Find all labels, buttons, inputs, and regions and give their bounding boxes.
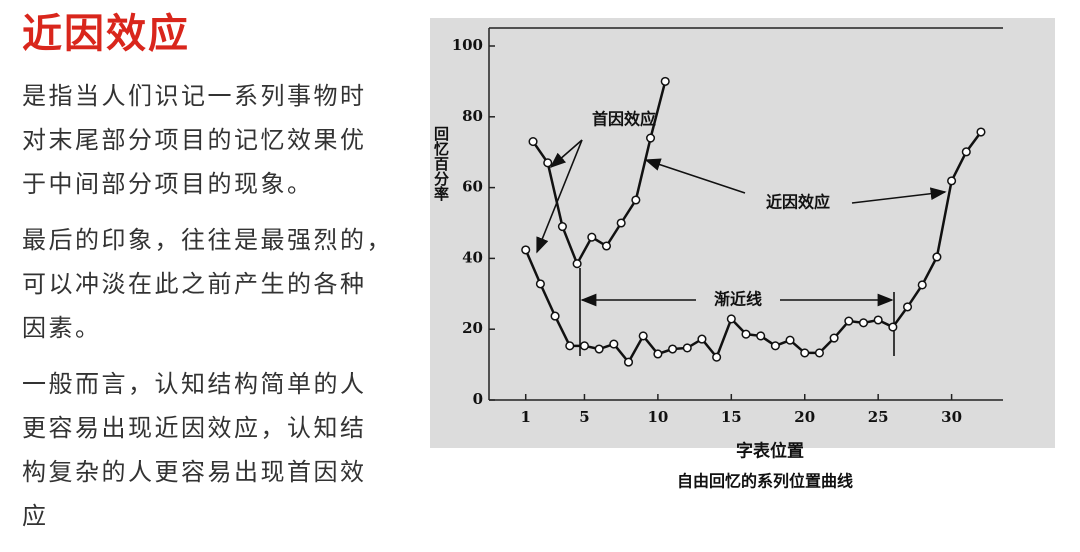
data-point (557, 221, 567, 232)
chart-title: 自由回忆的系列位置曲线 (677, 472, 853, 491)
text-line: 可以冲淡在此之前产生的各种 (22, 270, 367, 298)
data-point (653, 349, 663, 359)
x-tick-label: 10 (647, 408, 668, 426)
text-line: 一般而言，认知结构简单的人 (22, 370, 367, 398)
annotation: 首因效应 (592, 110, 656, 129)
y-axis-label: 回忆百分率 (432, 126, 450, 202)
series-line (532, 81, 667, 267)
data-point (638, 331, 648, 341)
x-axis-label: 字表位置 (736, 441, 804, 462)
text-line: 于中间部分项目的现象。 (22, 170, 314, 198)
data-point (535, 279, 545, 289)
data-point (550, 311, 560, 321)
x-tick-label: 5 (579, 408, 589, 426)
data-point (873, 315, 883, 325)
text-line: 最后的印象，往往是最强烈的， (22, 226, 393, 254)
data-point (645, 133, 656, 143)
data-point (917, 280, 927, 290)
data-point (572, 259, 582, 269)
text-line: 构复杂的人更容易出现首因效 (22, 458, 367, 486)
annotation: 渐近线 (714, 290, 762, 309)
data-point (623, 357, 634, 367)
data-point (668, 344, 678, 354)
y-tick-label: 40 (462, 248, 483, 266)
data-point (631, 195, 641, 205)
y-tick-label: 100 (452, 36, 483, 54)
annotation-arrows (536, 139, 947, 356)
data-point (587, 232, 597, 242)
data-point (565, 341, 575, 351)
paragraph: 一般而言，认知结构简单的人 更容易出现近因效应，认知结 构复杂的人更容易出现首因效应 (22, 362, 402, 538)
data-point (947, 176, 957, 186)
data-point (594, 344, 604, 354)
data-point (601, 241, 612, 251)
data-point (961, 147, 971, 157)
article: 近因效应 是指当人们识记一系列事物时 对末尾部分项目的记忆效果优 于中间部分项目的现… (22, 0, 402, 538)
data-point (829, 333, 839, 343)
data-point (609, 339, 619, 349)
data-point (858, 318, 869, 328)
x-tick-label: 1 (520, 408, 530, 426)
data-point (770, 341, 780, 351)
data-point (800, 348, 810, 358)
x-tick-label: 25 (868, 408, 889, 426)
y-tick-label: 0 (473, 390, 483, 408)
text-line: 对末尾部分项目的记忆效果优 (22, 126, 367, 154)
chart-background (430, 18, 1055, 448)
paragraph: 是指当人们识记一系列事物时 对末尾部分项目的记忆效果优 于中间部分项目的现象。 (22, 74, 402, 206)
paragraph: 最后的印象，往往是最强烈的， 可以冲淡在此之前产生的各种 因素。 (22, 218, 402, 350)
data-point (741, 329, 751, 339)
y-tick-label: 20 (462, 319, 483, 337)
annotation: 近因效应 (766, 193, 830, 212)
data-point (697, 334, 707, 344)
x-tick-label: 20 (794, 408, 815, 426)
x-tick-label: 15 (721, 408, 742, 426)
data-point (814, 348, 824, 358)
data-point (785, 335, 795, 345)
text-line: 因素。 (22, 314, 102, 342)
data-point (844, 316, 854, 326)
text-line: 应 (22, 502, 49, 530)
heading: 近因效应 (22, 11, 190, 57)
data-point (660, 76, 670, 86)
y-tick-label: 80 (462, 107, 483, 125)
data-point (579, 341, 590, 351)
data-point (543, 158, 553, 168)
text-line: 更容易出现近因效应，认知结 (22, 414, 367, 442)
data-point (682, 343, 692, 353)
data-point (616, 218, 626, 228)
data-point (712, 352, 722, 362)
data-point (528, 137, 538, 147)
y-tick-label: 60 (462, 178, 483, 196)
data-point (932, 252, 942, 262)
x-tick-label: 30 (941, 408, 962, 426)
data-point (521, 245, 531, 255)
data-point (756, 331, 766, 341)
data-point (976, 127, 986, 137)
text-line: 是指当人们识记一系列事物时 (22, 82, 367, 110)
data-point (902, 302, 913, 312)
data-point (888, 322, 898, 332)
data-point (726, 314, 736, 324)
